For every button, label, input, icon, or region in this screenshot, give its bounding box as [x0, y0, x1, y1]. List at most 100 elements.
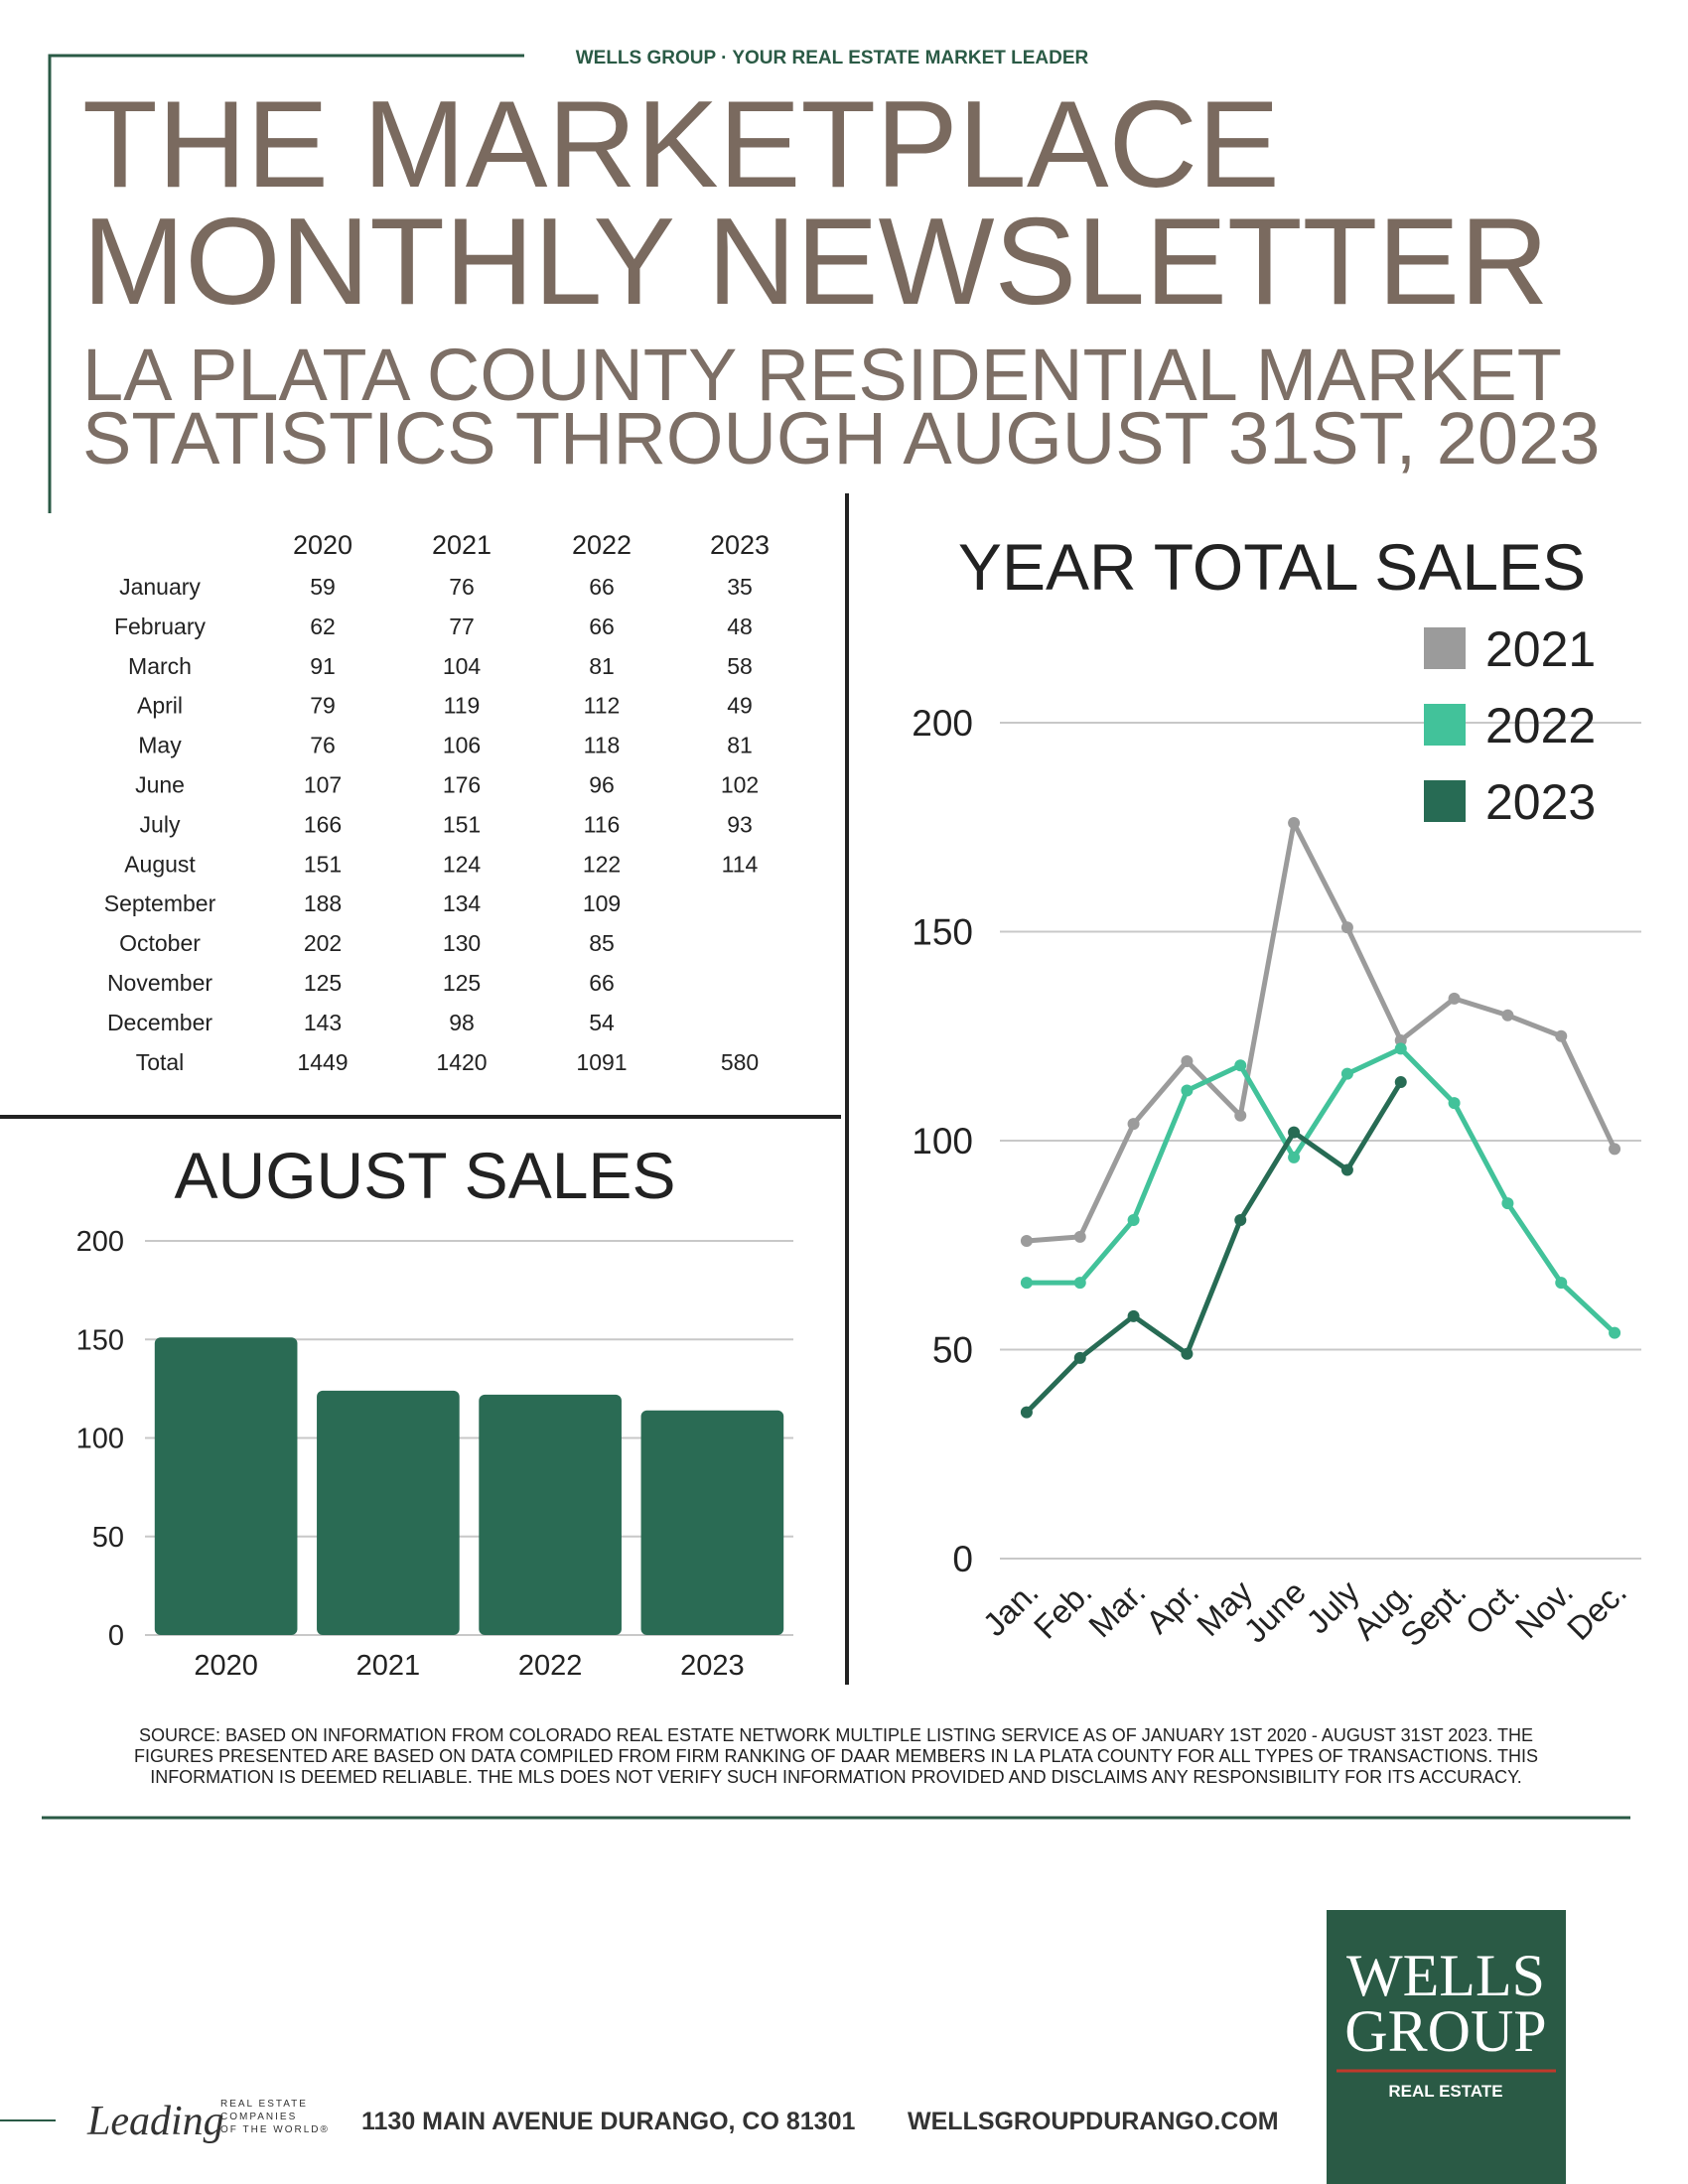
- table-cell: 151: [443, 811, 481, 837]
- y-tick-label: 50: [92, 1522, 124, 1554]
- table-cell: 76: [449, 574, 475, 600]
- logo-text: WELLS: [1346, 1943, 1545, 2008]
- table-cell: 119: [444, 693, 481, 719]
- subtitle-line: LA PLATA COUNTY RESIDENTIAL MARKET: [82, 334, 1562, 416]
- row-label: December: [107, 1010, 212, 1035]
- data-point: [1288, 1126, 1301, 1139]
- table-cell: 66: [589, 574, 615, 600]
- data-point: [1181, 1084, 1194, 1097]
- data-point: [1181, 1347, 1194, 1360]
- table-cell: 125: [443, 970, 481, 996]
- y-tick-label: 100: [76, 1424, 124, 1455]
- header-bracket: [48, 54, 524, 513]
- table-cell: 125: [304, 970, 342, 996]
- y-tick-label: 150: [912, 911, 973, 952]
- source-line: INFORMATION IS DEEMED RELIABLE. THE MLS …: [150, 1767, 1522, 1787]
- table-cell: 124: [443, 851, 482, 877]
- y-tick-label: 50: [932, 1329, 973, 1370]
- table-header: 2023: [710, 530, 770, 560]
- data-point: [1073, 1277, 1086, 1290]
- table-cell: 202: [304, 930, 342, 956]
- data-point: [1394, 1042, 1407, 1055]
- table-cell: 151: [304, 851, 342, 877]
- title-line: MONTHLY NEWSLETTER: [82, 194, 1549, 331]
- table-cell: 116: [584, 811, 621, 837]
- table-cell: 91: [310, 653, 336, 679]
- table-cell: 81: [727, 733, 753, 758]
- x-tick-label: 2020: [194, 1650, 258, 1682]
- data-point: [1181, 1055, 1194, 1068]
- row-label: August: [124, 851, 196, 877]
- table-cell: 62: [310, 614, 336, 639]
- table-cell: 77: [449, 614, 475, 639]
- table-cell: 58: [727, 653, 753, 679]
- table-cell: 104: [443, 653, 482, 679]
- table-cell: 112: [584, 693, 621, 719]
- table-cell: 35: [727, 574, 753, 600]
- logo-sub: REAL ESTATE: [1388, 2082, 1502, 2101]
- table-header: 2021: [432, 530, 492, 560]
- leading-logo: Leading: [86, 2099, 224, 2144]
- legend-label: 2021: [1485, 621, 1596, 677]
- row-label: February: [114, 614, 207, 639]
- leading-sub: REAL ESTATE: [220, 2099, 308, 2110]
- subtitle-line: STATISTICS THROUGH AUGUST 31ST, 2023: [82, 397, 1600, 479]
- x-tick-label: Jan.: [976, 1573, 1046, 1643]
- data-point: [1394, 1076, 1407, 1089]
- data-point: [1127, 1118, 1140, 1131]
- table-cell: 98: [449, 1010, 475, 1035]
- data-point: [1127, 1213, 1140, 1226]
- row-label: January: [119, 574, 201, 600]
- leading-sub: COMPANIES: [220, 2112, 297, 2122]
- data-point: [1288, 1151, 1301, 1163]
- bar: [479, 1394, 622, 1635]
- x-tick-label: Mar.: [1081, 1573, 1153, 1645]
- table-cell: 118: [584, 733, 621, 758]
- bar: [154, 1337, 298, 1635]
- x-tick-label: Nov.: [1508, 1573, 1580, 1645]
- data-point: [1555, 1277, 1568, 1290]
- data-point: [1501, 1009, 1514, 1022]
- table-cell: 76: [310, 733, 336, 758]
- table-cell: 48: [727, 614, 753, 639]
- leading-sub: OF THE WORLD®: [220, 2124, 330, 2135]
- x-tick-label: Feb.: [1027, 1573, 1099, 1646]
- data-point: [1073, 1230, 1086, 1243]
- data-point: [1555, 1029, 1568, 1042]
- legend-swatch: [1424, 780, 1466, 822]
- bar: [640, 1410, 784, 1635]
- table-cell: 81: [589, 653, 615, 679]
- y-tick-label: 150: [76, 1324, 124, 1356]
- row-label: October: [119, 930, 201, 956]
- x-tick-label: Dec.: [1560, 1573, 1633, 1647]
- table-cell: 107: [304, 772, 342, 798]
- series-line: [1026, 820, 1618, 1244]
- table-cell: 114: [722, 851, 759, 877]
- table-cell: 54: [589, 1010, 615, 1035]
- data-point: [1340, 1067, 1353, 1080]
- source-line: FIGURES PRESENTED ARE BASED ON DATA COMP…: [134, 1746, 1538, 1766]
- x-tick-label: 2023: [680, 1650, 745, 1682]
- table-cell: 79: [310, 693, 336, 719]
- table-cell: 580: [721, 1049, 759, 1075]
- table-cell: 188: [304, 890, 342, 916]
- x-tick-label: 2021: [356, 1650, 421, 1682]
- data-point: [1340, 921, 1353, 934]
- table-cell: 96: [589, 772, 615, 798]
- data-point: [1020, 1277, 1033, 1290]
- row-label: Total: [136, 1049, 185, 1075]
- table-cell: 85: [589, 930, 615, 956]
- website: WELLSGROUPDURANGO.COM: [908, 2108, 1279, 2135]
- bar: [317, 1390, 460, 1635]
- y-tick-label: 0: [108, 1620, 124, 1652]
- logo-text: GROUP: [1344, 1998, 1546, 2064]
- table-cell: 109: [583, 890, 621, 916]
- table-cell: 134: [443, 890, 482, 916]
- data-point: [1288, 817, 1301, 830]
- table-header: 2020: [293, 530, 352, 560]
- data-point: [1234, 1109, 1247, 1122]
- data-point: [1127, 1309, 1140, 1322]
- data-point: [1609, 1143, 1621, 1156]
